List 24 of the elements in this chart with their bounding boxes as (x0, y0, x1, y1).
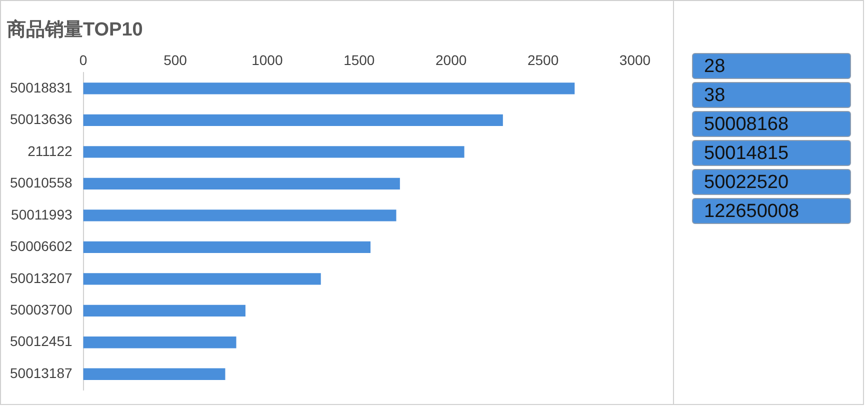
text: 38 (692, 82, 851, 108)
y-tick-label: 50013187 (10, 364, 72, 381)
text: 122650008 (692, 198, 851, 224)
x-tick-label: 2000 (436, 52, 467, 68)
text: 28 (692, 53, 851, 79)
text: 50008168 (692, 111, 851, 137)
y-tick-label: 50010558 (10, 174, 72, 191)
y-tick-label: 50013636 (10, 111, 72, 128)
y-tick-label: 50013207 (10, 270, 72, 286)
x-tick-label: 2500 (527, 52, 559, 68)
x-tick-label: 1000 (252, 52, 283, 68)
y-tick-label: 50018831 (10, 79, 72, 96)
x-tick-label: 0 (79, 52, 88, 68)
x-tick-label: 1500 (344, 52, 375, 68)
y-tick-label: 211122 (28, 142, 72, 159)
x-tick-label: 3000 (619, 52, 651, 68)
y-tick-label: 50003700 (10, 302, 72, 318)
y-tick-label: 50006602 (10, 238, 72, 254)
y-tick-label: 50012451 (10, 333, 72, 350)
text: 50014815 (692, 140, 851, 166)
text: 50022520 (692, 169, 851, 195)
chart-title: 商品销量TOP10 (6, 18, 143, 41)
y-tick-label: 50011993 (11, 206, 73, 222)
x-tick-label: 500 (164, 52, 188, 68)
